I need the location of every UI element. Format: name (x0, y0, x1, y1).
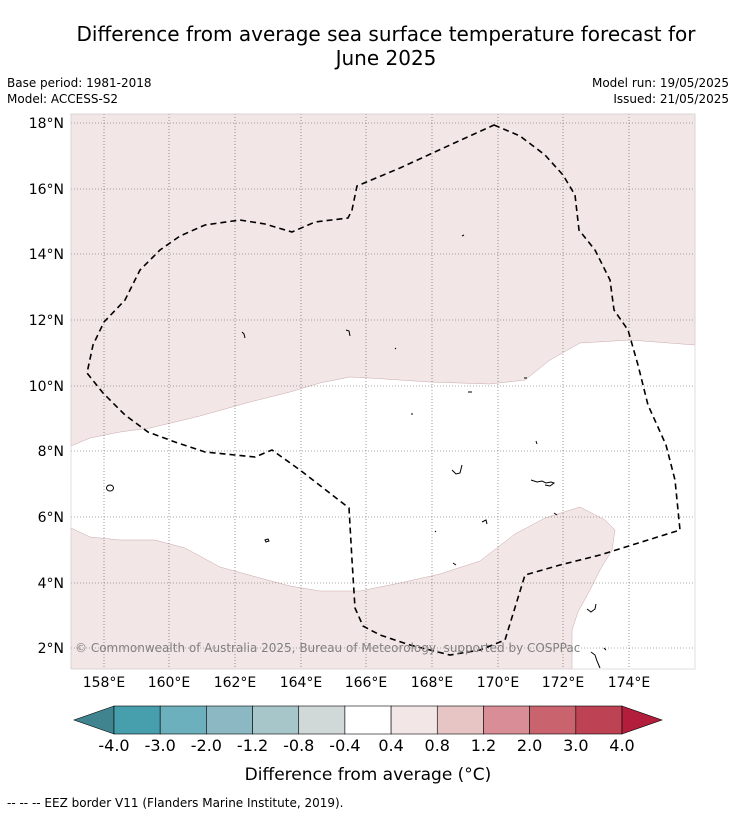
title-line-2: June 2025 (335, 46, 437, 70)
copyright-notice: © Commonwealth of Australia 2025, Bureau… (75, 641, 580, 655)
colorbar-swatch (159, 705, 207, 735)
colorbar-tick-label: -4.0 (98, 736, 129, 755)
map-frame (70, 113, 696, 670)
colorbar-swatch (344, 705, 392, 735)
colorbar-swatch (298, 705, 346, 735)
lon-label: 158°E (83, 675, 126, 691)
colorbar-extend-low (73, 705, 115, 735)
lat-label: 18°N (29, 116, 64, 132)
base-period: Base period: 1981-2018 (7, 76, 152, 90)
colorbar-tick-label: 4.0 (609, 736, 634, 755)
lat-label: 16°N (29, 182, 64, 198)
colorbar-tick-label: 0.8 (425, 736, 450, 755)
colorbar-tick-label: -2.0 (191, 736, 222, 755)
colorbar-swatch (390, 705, 438, 735)
lat-label: 12°N (29, 313, 64, 329)
colorbar-extend-high (621, 705, 663, 735)
map-panel: © Commonwealth of Australia 2025, Bureau… (70, 113, 696, 670)
colorbar-swatch (575, 705, 623, 735)
anomaly-region-north (70, 113, 696, 447)
lat-label: 6°N (38, 510, 64, 526)
colorbar-swatch (436, 705, 484, 735)
model-name: Model: ACCESS-S2 (7, 92, 119, 106)
title-line-1: Difference from average sea surface temp… (76, 22, 696, 46)
longitude-labels: 158°E 160°E 162°E 164°E 166°E 168°E 170°… (83, 675, 651, 691)
eez-legend-note: -- -- -- EEZ border V11 (Flanders Marine… (7, 796, 344, 810)
map-title: Difference from average sea surface temp… (40, 22, 732, 70)
lon-label: 172°E (542, 675, 585, 691)
islands (106, 234, 607, 669)
lon-label: 164°E (280, 675, 323, 691)
lon-label: 168°E (411, 675, 454, 691)
colorbar-swatch (529, 705, 577, 735)
lat-label: 4°N (38, 576, 64, 592)
colorbar-tick-label: -1.2 (237, 736, 268, 755)
colorbar-tick-label: -0.4 (329, 736, 360, 755)
lat-label: 2°N (38, 641, 64, 657)
colorbar-tick-label: -3.0 (145, 736, 176, 755)
lat-label: 14°N (29, 247, 64, 263)
colorbar-tick-labels: -4.0 -3.0 -2.0 -1.2 -0.8 -0.4 0.4 0.8 1.2 2.0 3.0 4… (98, 736, 634, 755)
colorbar-swatch (113, 705, 161, 735)
colorbar-tick-label: 2.0 (517, 736, 542, 755)
map-figure: © Commonwealth of Australia 2025, Bureau… (29, 113, 696, 785)
anomaly-region-south (70, 506, 616, 670)
model-run: Model run: 19/05/2025 (591, 76, 729, 90)
lon-label: 174°E (608, 675, 651, 691)
colorbar-swatch (252, 705, 300, 735)
metadata-right: Model run: 19/05/2025 Issued: 21/05/2025 (592, 75, 729, 107)
colorbar-tick-label: 1.2 (471, 736, 496, 755)
colorbar-swatch (206, 705, 253, 735)
colorbar-title: Difference from average (°C) (245, 765, 492, 785)
colorbar-swatch (483, 705, 530, 735)
lon-label: 162°E (214, 675, 257, 691)
colorbar-tick-label: 3.0 (563, 736, 588, 755)
lat-label: 8°N (38, 444, 64, 460)
colorbar-tick-label: -0.8 (283, 736, 314, 755)
issued-date: Issued: 21/05/2025 (613, 92, 729, 106)
lon-label: 166°E (345, 675, 388, 691)
colorbar-tick-label: 0.4 (378, 736, 403, 755)
metadata-left: Base period: 1981-2018 Model: ACCESS-S2 (7, 75, 152, 107)
colorbar: -4.0 -3.0 -2.0 -1.2 -0.8 -0.4 0.4 0.8 1.2 2.0 3.0 4… (73, 705, 663, 785)
latitude-labels: 18°N 16°N 14°N 12°N 10°N 8°N 6°N 4°N 2°N (29, 116, 64, 657)
lon-label: 170°E (477, 675, 520, 691)
lon-label: 160°E (148, 675, 191, 691)
lat-label: 10°N (29, 379, 64, 395)
gridlines (71, 114, 695, 669)
colorbar-swatches (73, 705, 663, 735)
